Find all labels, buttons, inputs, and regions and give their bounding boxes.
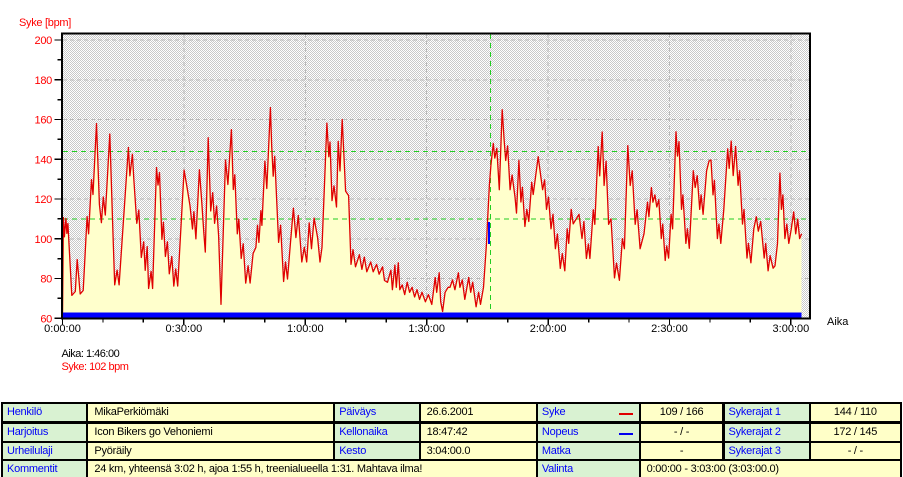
- svg-text:140: 140: [35, 154, 53, 166]
- svg-text:60: 60: [40, 313, 52, 325]
- svg-text:200: 200: [35, 35, 53, 47]
- svg-text:1:00:00: 1:00:00: [287, 323, 324, 335]
- svg-text:1:30:00: 1:30:00: [408, 323, 445, 335]
- svg-text:Syke [bpm]: Syke [bpm]: [19, 17, 71, 29]
- svg-text:0:30:00: 0:30:00: [166, 323, 203, 335]
- svg-text:120: 120: [35, 194, 53, 206]
- svg-text:Aika: 1:46:00: Aika: 1:46:00: [62, 348, 120, 360]
- svg-text:160: 160: [35, 115, 53, 127]
- svg-text:2:00:00: 2:00:00: [530, 323, 567, 335]
- svg-text:2:30:00: 2:30:00: [651, 323, 688, 335]
- svg-text:180: 180: [35, 75, 53, 87]
- svg-text:Syke: 102 bpm: Syke: 102 bpm: [62, 361, 129, 373]
- svg-text:80: 80: [40, 274, 52, 286]
- svg-text:Aika: Aika: [827, 316, 849, 328]
- svg-text:3:00:00: 3:00:00: [773, 323, 810, 335]
- svg-text:0:00:00: 0:00:00: [44, 323, 81, 335]
- svg-text:100: 100: [35, 234, 53, 246]
